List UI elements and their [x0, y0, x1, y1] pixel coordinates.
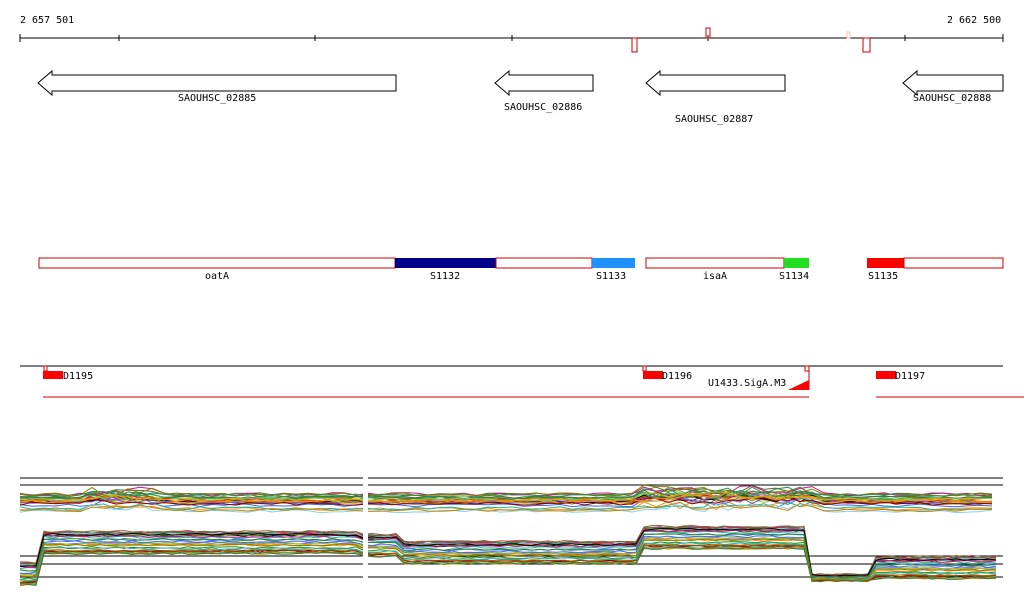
- profile-line: [19, 494, 993, 504]
- profile-line: [19, 498, 993, 511]
- feature-label-D1197: D1197: [895, 371, 925, 382]
- profile-line: [19, 492, 993, 503]
- gene-arrow-shape[interactable]: [902, 69, 1004, 97]
- segment-label-S1134: S1134: [779, 271, 809, 282]
- gene-label: SAOUHSC_02888: [913, 93, 991, 104]
- feature-label-D1196: D1196: [662, 371, 692, 382]
- ruler-track: 2 657 501 2 662 500: [19, 15, 1004, 53]
- segment-S1135[interactable]: [867, 258, 904, 268]
- profile-line: [19, 532, 997, 579]
- ruler-start-label: 2 657 501: [20, 15, 74, 26]
- segment-label-oatA: oatA: [205, 271, 229, 282]
- profile-line: [19, 501, 993, 514]
- segment-S1133[interactable]: [592, 258, 635, 268]
- gene-arrow-shape[interactable]: [37, 69, 397, 97]
- profile-line: [19, 489, 993, 500]
- profile-lines: [19, 484, 997, 586]
- segment-S1132[interactable]: [395, 258, 496, 268]
- gene-arrow[interactable]: SAOUHSC_02887: [645, 69, 786, 125]
- ruler-marker-box[interactable]: [705, 27, 711, 39]
- gene-label: SAOUHSC_02885: [178, 93, 256, 104]
- gene-track: SAOUHSC_02885 SAOUHSC_02886 SAOUHSC_0288…: [37, 69, 1004, 125]
- profile-line: [19, 529, 997, 578]
- gene-label: SAOUHSC_02887: [675, 114, 753, 125]
- feature-tick-box: [642, 365, 647, 372]
- feature-label-D1195: D1195: [63, 371, 93, 382]
- segment-label-S1133: S1133: [596, 271, 626, 282]
- segment-outline[interactable]: [903, 257, 1004, 269]
- profile-line: [19, 543, 997, 582]
- segment-label-S1132: S1132: [430, 271, 460, 282]
- feature-tick-box: [804, 365, 810, 372]
- gene-arrow[interactable]: SAOUHSC_02885: [37, 69, 397, 104]
- ruler-end-label: 2 662 500: [947, 15, 1001, 26]
- gene-label: SAOUHSC_02886: [504, 102, 582, 113]
- feature-D1197[interactable]: [876, 371, 896, 379]
- profile-line: [19, 538, 997, 580]
- feature-triangle[interactable]: [788, 380, 809, 390]
- segment-outline[interactable]: [495, 257, 593, 269]
- segment-outline-oatA[interactable]: [38, 257, 396, 269]
- ruler-marker-box[interactable]: [631, 37, 638, 53]
- profile-line: [19, 524, 997, 576]
- profile-line: [19, 527, 997, 577]
- gene-arrow-shape[interactable]: [494, 69, 594, 97]
- profile-line: [19, 486, 993, 498]
- gene-arrow-shape[interactable]: [645, 69, 786, 97]
- feature-D1195[interactable]: [43, 371, 63, 379]
- gene-arrow[interactable]: SAOUHSC_02888: [902, 69, 1004, 104]
- gene-arrow[interactable]: SAOUHSC_02886: [494, 69, 594, 113]
- feature-D1196[interactable]: [643, 371, 663, 379]
- profile-line: [19, 501, 993, 513]
- profile-line: [19, 535, 997, 579]
- segment-S1134[interactable]: [784, 258, 809, 268]
- profile-line: [19, 544, 997, 584]
- ruler-marker-box[interactable]: [862, 37, 871, 53]
- profile-gap: [363, 474, 368, 584]
- segment-label-S1135: S1135: [868, 271, 898, 282]
- feature-tick-box: [43, 365, 48, 372]
- feature-label-U1433: U1433.SigA.M3: [708, 378, 786, 389]
- profile-line: [19, 496, 993, 506]
- feature-track: D1195 D1196 U1433.SigA.M3 D1197: [20, 365, 1024, 398]
- ruler-marker-box[interactable]: [846, 31, 851, 39]
- segment-outline-isaA[interactable]: [645, 257, 785, 269]
- expression-profile-track: [19, 474, 1003, 586]
- segment-label-isaA: isaA: [703, 271, 727, 282]
- segment-track: oatA S1132 S1133 isaA S1134 S1135: [38, 257, 1004, 282]
